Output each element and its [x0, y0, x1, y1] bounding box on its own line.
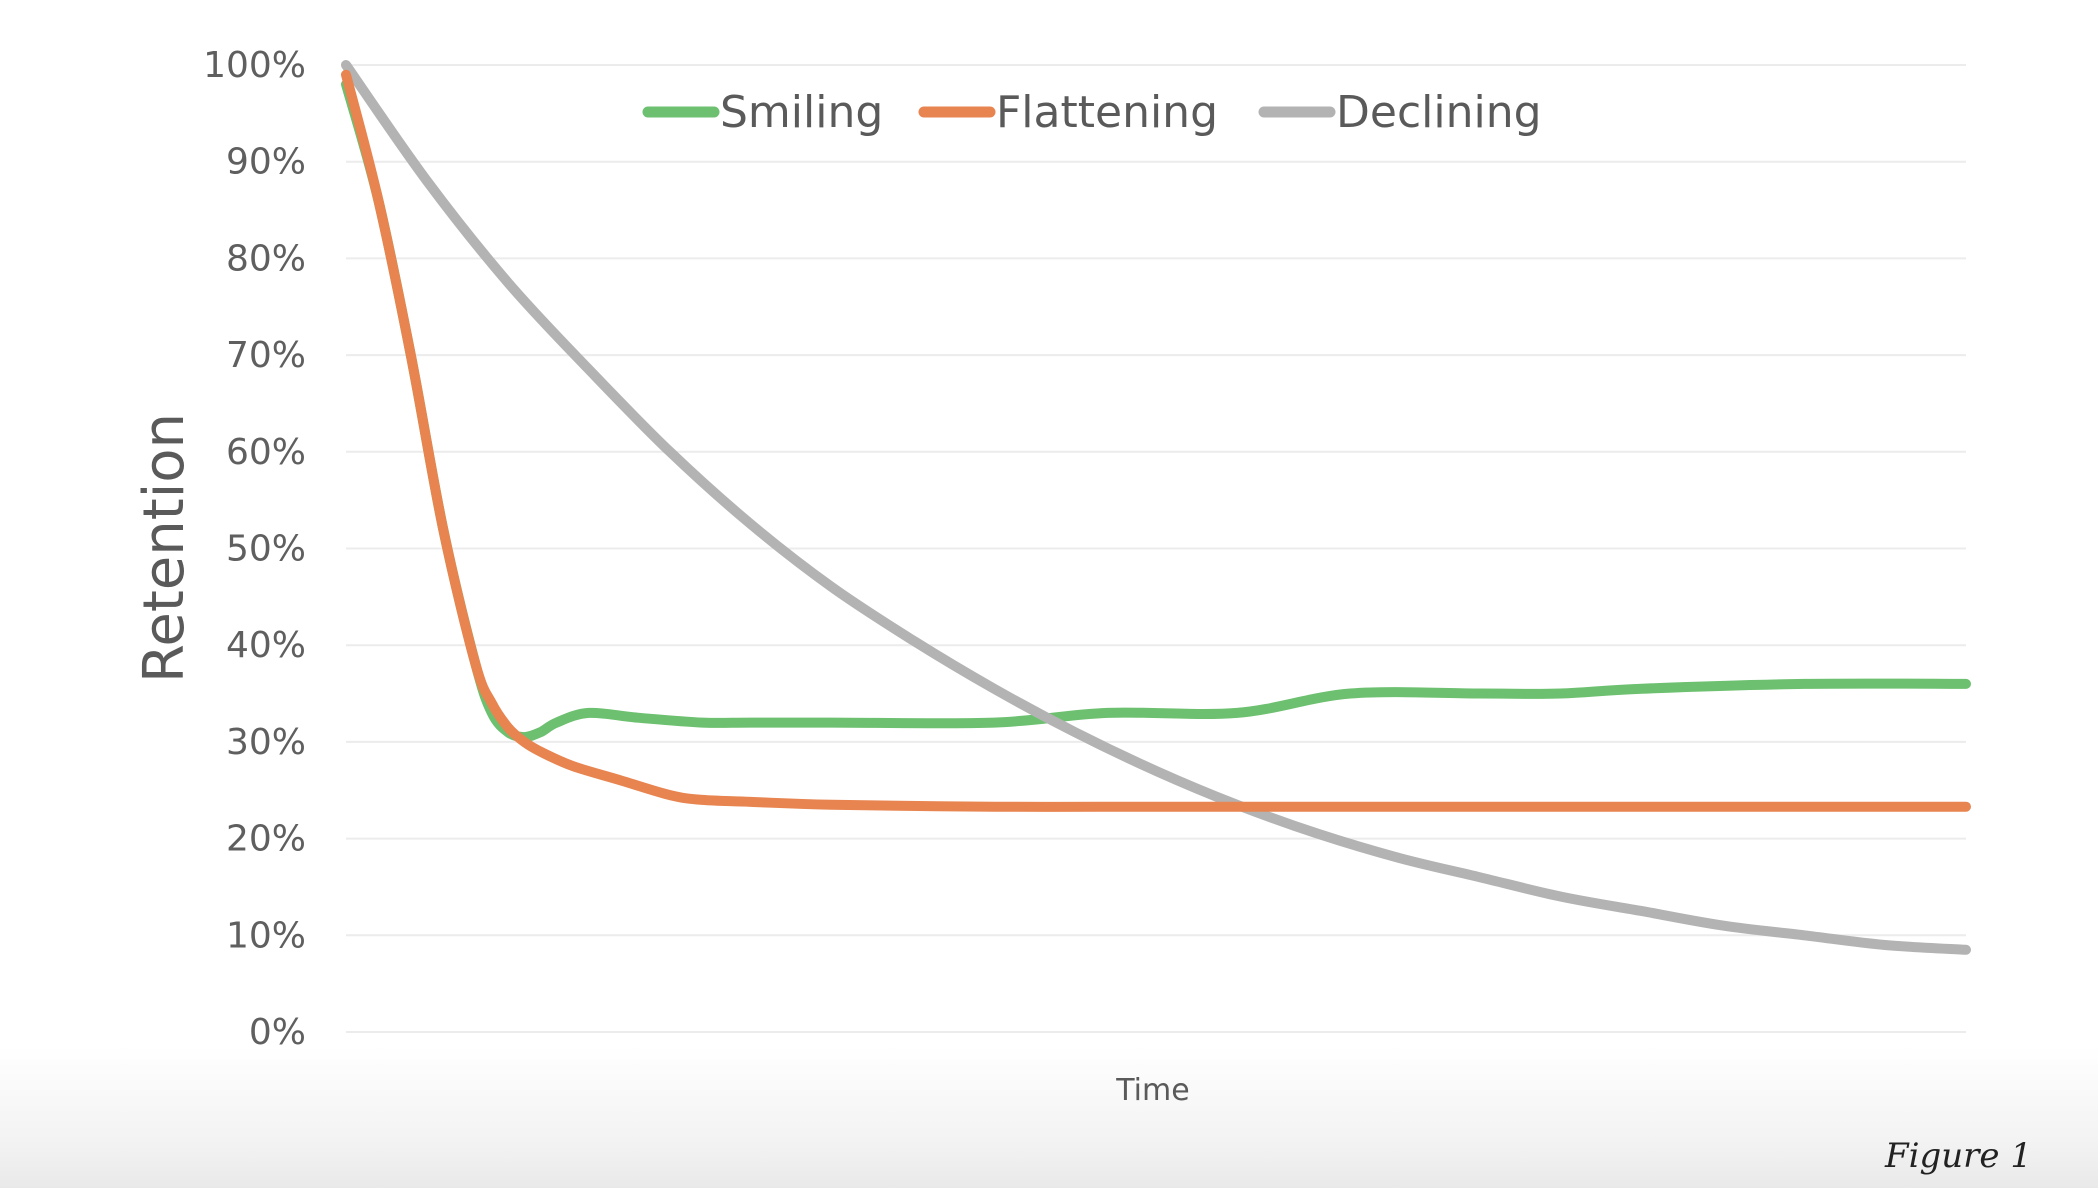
legend-label-flattening: Flattening: [996, 87, 1218, 138]
y-tick-label: 60%: [226, 432, 306, 473]
y-tick-label: 80%: [226, 238, 306, 279]
figure-caption: Figure 1: [1885, 1136, 2032, 1176]
y-axis-ticks: 0% 10% 20% 30% 40% 50% 60% 70% 80% 90% 100%: [203, 45, 306, 1053]
y-tick-label: 70%: [226, 335, 306, 376]
y-tick-label: 90%: [226, 142, 306, 183]
series-lines: [341, 60, 1971, 955]
x-axis-title: Time: [1115, 1073, 1189, 1108]
series-line-declining: [341, 60, 1971, 955]
gridlines: [346, 64, 1966, 1033]
legend: Smiling Flattening Declining: [642, 87, 1542, 138]
series-line-smiling: [341, 79, 1971, 743]
y-tick-label: 30%: [226, 722, 306, 763]
y-tick-label: 20%: [226, 819, 306, 860]
y-axis-title: Retention: [132, 413, 197, 683]
y-tick-label: 100%: [203, 45, 306, 86]
legend-label-declining: Declining: [1336, 87, 1542, 138]
legend-label-smiling: Smiling: [720, 87, 883, 138]
y-tick-label: 40%: [226, 625, 306, 666]
y-tick-label: 10%: [226, 915, 306, 956]
series-line-flattening: [341, 69, 1971, 812]
y-tick-label: 0%: [249, 1012, 306, 1053]
y-tick-label: 50%: [226, 529, 306, 570]
